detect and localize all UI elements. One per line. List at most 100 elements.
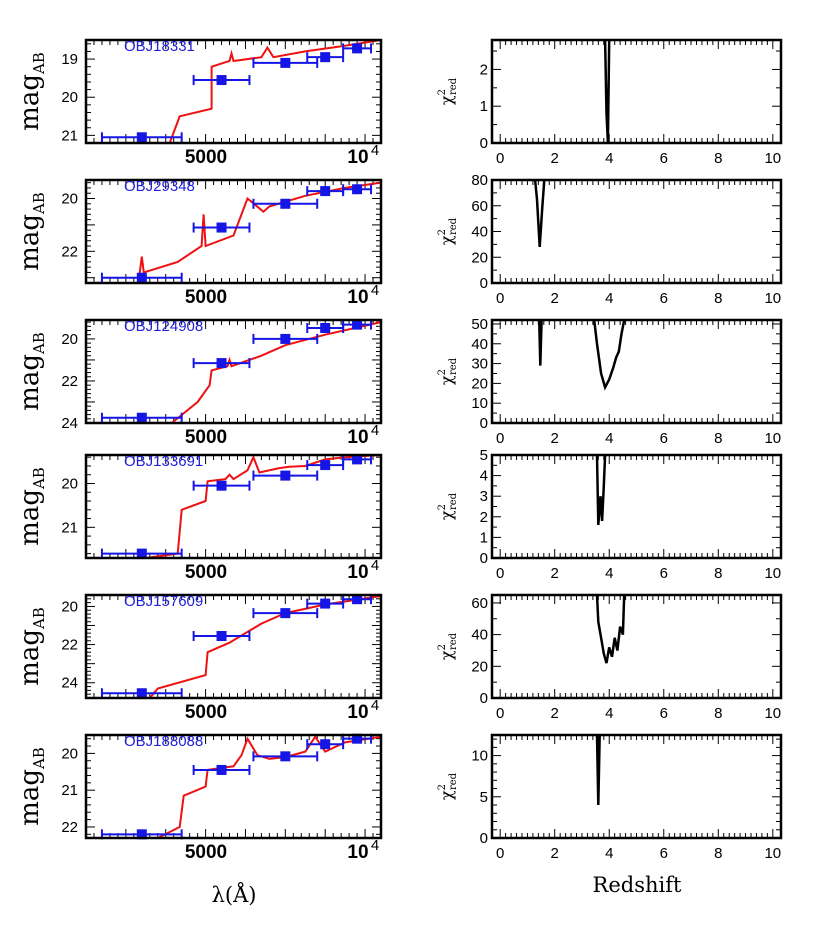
photometry-point (280, 333, 291, 344)
x-tick-label: 2 (551, 150, 559, 167)
sed-panel-frame (84, 38, 383, 145)
x-tick-label: 2 (551, 430, 559, 447)
x-tick-label: 8 (714, 150, 722, 167)
chi2-axis-label: χ2red (437, 217, 459, 245)
sed-panel-OBJ18331: 19 20 21 OBJ18331 5000 10 4 magAB (15, 38, 383, 168)
y-axis-label-main: mag (15, 354, 45, 411)
chi2-panel-frame (490, 593, 783, 700)
chi2-axis-label-sup: 2 (437, 504, 448, 510)
x-tick-label: 5000 (185, 427, 227, 448)
sed-panel-OBJ29348: 20 22 OBJ29348 5000 10 4 magAB (15, 178, 383, 308)
sed-panel-frame (84, 453, 383, 560)
sed-panel-OBJ124908: 20 22 24 OBJ124908 5000 10 4 magAB (15, 318, 383, 448)
x-tick-label: 6 (660, 290, 668, 307)
x-tick-label: 0 (496, 150, 504, 167)
sed-model-line (149, 595, 382, 699)
x-tick-label: 4 (605, 565, 613, 582)
chi2-axis-label: χ2red (437, 632, 459, 660)
object-label: OBJ133691 (124, 453, 203, 470)
chi2-panel-frame (490, 733, 783, 840)
y-tick-label: 60 (471, 198, 488, 215)
y-axis-label-main: mag (15, 74, 45, 131)
y-tick-label: 40 (471, 336, 488, 353)
chi2-axis-label-sub: red (448, 632, 459, 650)
y-axis-label-main: mag (15, 769, 45, 826)
x-tick-label-exponent: 4 (371, 837, 379, 854)
sed-model-line (136, 181, 382, 284)
photometry-point (136, 688, 147, 699)
x-tick-label: 10 (764, 705, 781, 722)
x-tick-label-exponent: 4 (371, 697, 379, 714)
x-tick-label: 8 (714, 565, 722, 582)
photometry-point (320, 186, 331, 197)
y-tick-label: 1 (480, 529, 488, 546)
y-tick-label: 0 (480, 830, 488, 847)
x-tick-label: 6 (660, 565, 668, 582)
photometry-point (216, 358, 227, 369)
object-label: OBJ157609 (124, 593, 203, 610)
photometry-point (352, 454, 363, 465)
x-tick-label: 10 (347, 562, 368, 583)
sed-panel-frame (84, 593, 383, 700)
y-axis-label: magAB (15, 52, 48, 131)
x-tick-label: 2 (551, 705, 559, 722)
chi2-axis-label-main: χ (437, 235, 456, 245)
x-tick-label: 10 (347, 287, 368, 308)
y-axis-label: magAB (15, 192, 48, 271)
photometry-point (280, 470, 291, 481)
sed-panel-OBJ157609: 20 22 24 OBJ157609 5000 10 4 magAB (15, 593, 383, 723)
y-tick-label: 4 (480, 468, 488, 485)
y-tick-label: 0 (480, 275, 488, 292)
photometry-point (136, 412, 147, 423)
chi2-curve (603, 39, 611, 144)
y-tick-label: 22 (61, 637, 78, 654)
y-axis-label-main: mag (15, 214, 45, 271)
x-tick-label: 10 (764, 290, 781, 307)
y-tick-label: 20 (61, 745, 78, 762)
x-tick-label-exponent: 4 (371, 142, 379, 159)
y-tick-label: 0 (480, 415, 488, 432)
photometry-point (280, 57, 291, 68)
photometry-point (320, 739, 331, 750)
y-axis-label-main: mag (15, 629, 45, 686)
y-tick-label: 22 (61, 243, 78, 260)
y-tick-label: 20 (61, 331, 78, 348)
chi2-axis-label-sub: red (448, 772, 459, 790)
x-tick-label: 5000 (185, 842, 227, 863)
chi2-curve (595, 454, 607, 526)
x-tick-label: 2 (551, 290, 559, 307)
sed-x-axis-title: λ(Å) (212, 882, 257, 907)
y-tick-label: 20 (61, 598, 78, 615)
photometry-point (216, 222, 227, 233)
photometry-point (320, 598, 331, 609)
x-tick-label: 4 (605, 705, 613, 722)
x-tick-label: 0 (496, 845, 504, 862)
y-tick-label: 10 (471, 395, 488, 412)
y-tick-label: 21 (61, 519, 78, 536)
y-tick-label: 19 (61, 51, 78, 68)
photometry-point (216, 764, 227, 775)
y-tick-label: 22 (61, 373, 78, 390)
y-tick-label: 24 (61, 415, 78, 432)
chi2-panel-frame (490, 178, 783, 285)
y-axis-label: magAB (15, 332, 48, 411)
x-tick-label: 5000 (185, 147, 227, 168)
x-tick-label: 0 (496, 290, 504, 307)
x-tick-label: 10 (347, 427, 368, 448)
x-tick-label: 4 (605, 430, 613, 447)
photometry-point (352, 43, 363, 54)
sed-model-line (145, 454, 382, 559)
y-tick-label: 20 (471, 658, 488, 675)
chi2-curve (537, 319, 543, 366)
photometry-point (280, 198, 291, 209)
object-label: OBJ124908 (124, 318, 203, 335)
object-label: OBJ188088 (124, 733, 203, 750)
chi2-curve (533, 179, 546, 247)
y-tick-label: 30 (471, 356, 488, 373)
y-tick-label: 60 (471, 595, 488, 612)
chi2-axis-label-sup: 2 (437, 644, 448, 650)
y-tick-label: 40 (471, 627, 488, 644)
y-tick-label: 22 (61, 819, 78, 836)
